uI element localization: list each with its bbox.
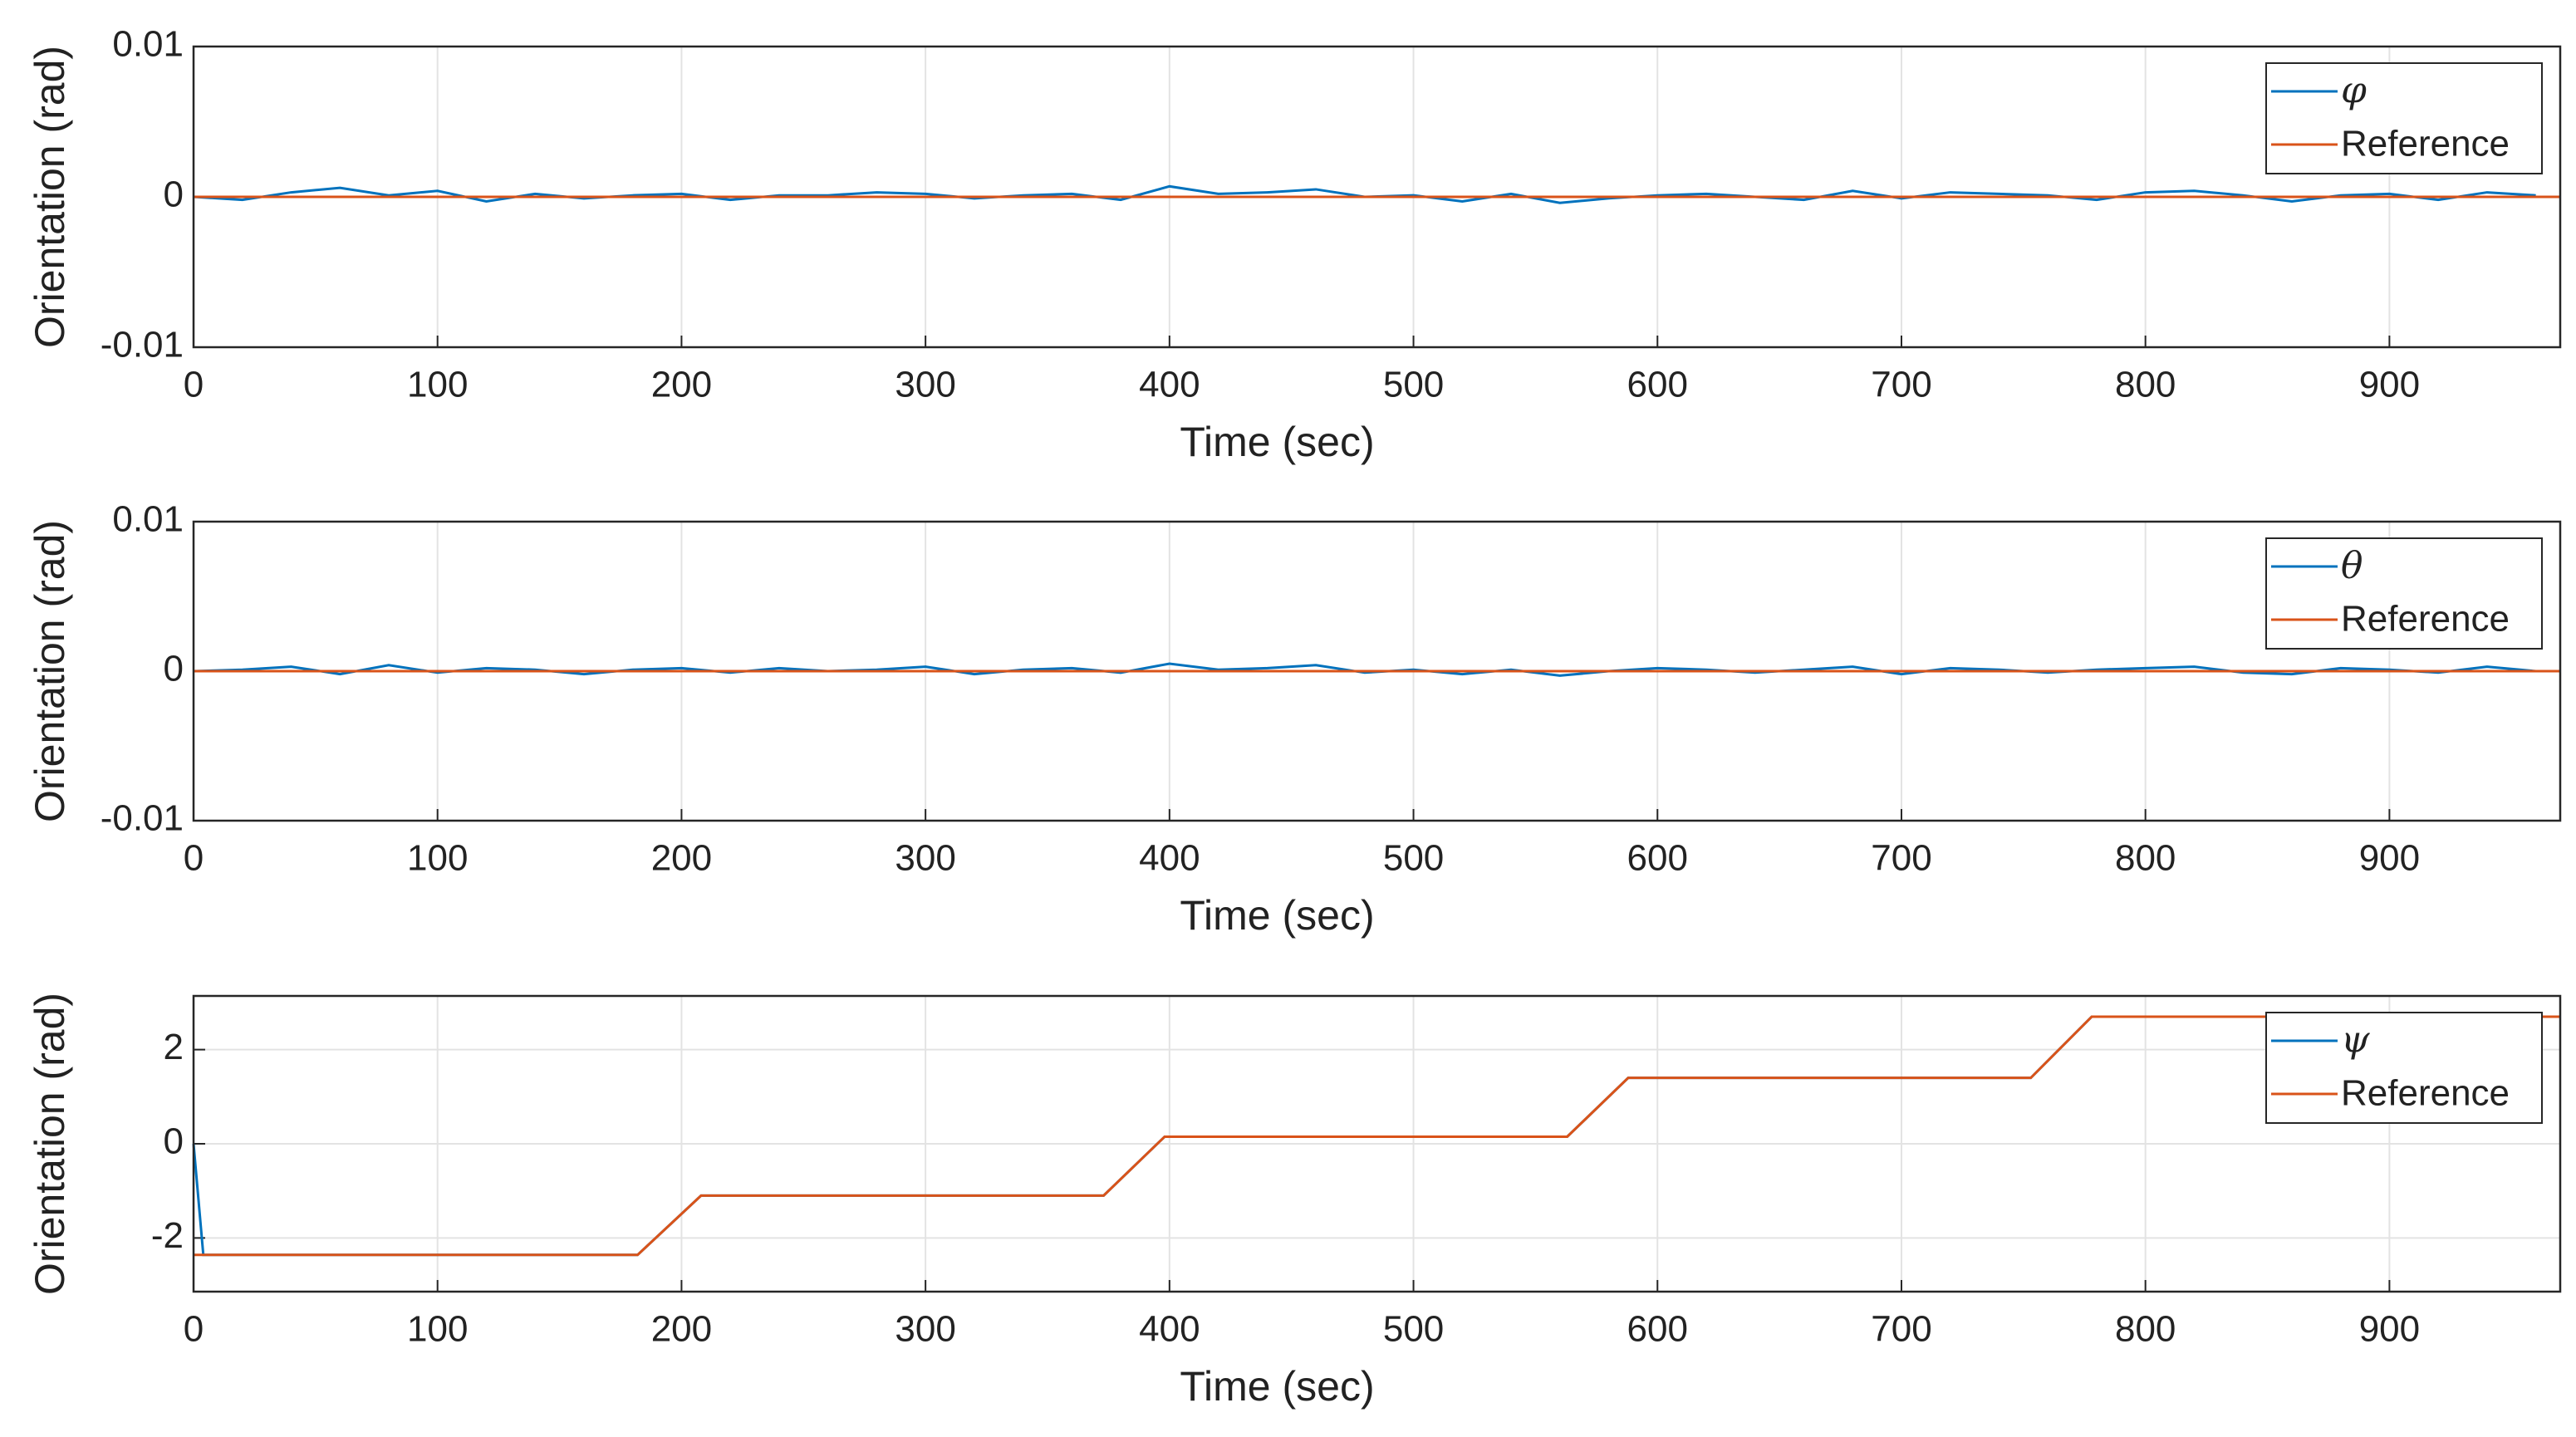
x-tick-label: 600 xyxy=(1627,838,1688,879)
axes-box xyxy=(192,994,2562,1293)
x-tick-label: 800 xyxy=(2115,838,2176,879)
x-tick-label: 400 xyxy=(1139,1309,1200,1350)
x-tick-label: 200 xyxy=(651,1309,712,1350)
y-tick-label: 0.01 xyxy=(112,499,184,540)
x-tick-label: 100 xyxy=(407,1309,468,1350)
y-tick-label: 2 xyxy=(164,1027,184,1067)
y-axis-label: Orientation (rad) xyxy=(27,520,73,822)
legend-box xyxy=(2265,62,2543,174)
x-axis-label: Time (sec) xyxy=(1180,419,1374,465)
legend-box xyxy=(2265,537,2543,650)
legend-label: φ xyxy=(2341,70,2367,112)
legend-label: Reference xyxy=(2341,124,2510,164)
y-tick-label: -0.01 xyxy=(101,325,184,365)
x-tick-label: 400 xyxy=(1139,838,1200,879)
x-tick-label: 700 xyxy=(1871,838,1931,879)
y-tick-label: 0 xyxy=(164,1121,184,1162)
y-tick-label: 0.01 xyxy=(112,24,184,65)
x-tick-label: 600 xyxy=(1627,1309,1688,1350)
x-tick-label: 400 xyxy=(1139,365,1200,405)
x-tick-label: 200 xyxy=(651,365,712,405)
legend-label: Reference xyxy=(2341,599,2510,640)
x-tick-label: 800 xyxy=(2115,1309,2176,1350)
axes-box xyxy=(192,520,2562,822)
x-tick-label: 500 xyxy=(1383,365,1444,405)
y-tick-label: -2 xyxy=(151,1215,184,1256)
x-tick-label: 500 xyxy=(1383,838,1444,879)
x-tick-label: 200 xyxy=(651,838,712,879)
x-tick-label: 300 xyxy=(895,365,955,405)
y-tick-label: 0 xyxy=(164,649,184,689)
x-tick-label: 900 xyxy=(2359,1309,2420,1350)
x-tick-label: 0 xyxy=(184,365,204,405)
x-tick-label: 900 xyxy=(2359,838,2420,879)
y-tick-label: 0 xyxy=(164,174,184,215)
x-tick-label: 0 xyxy=(184,1309,204,1350)
x-tick-label: 700 xyxy=(1871,365,1931,405)
x-axis-label: Time (sec) xyxy=(1180,1363,1374,1410)
axes-box xyxy=(192,45,2562,349)
data-line xyxy=(193,662,2536,677)
x-tick-label: 0 xyxy=(184,838,204,879)
legend-label: ψ xyxy=(2341,1019,2370,1062)
legend-label: Reference xyxy=(2341,1073,2510,1114)
subplot: 0 100 200 300 400 500 600 700 800 900-0.0100.01Ti… xyxy=(27,24,2562,465)
y-tick-label: -0.01 xyxy=(101,798,184,839)
x-tick-label: 800 xyxy=(2115,365,2176,405)
x-tick-label: 700 xyxy=(1871,1309,1931,1350)
data-line xyxy=(194,1015,2560,1257)
legend-label: θ xyxy=(2341,545,2363,587)
x-tick-label: 900 xyxy=(2359,365,2420,405)
x-tick-label: 300 xyxy=(895,838,955,879)
x-tick-label: 300 xyxy=(895,1309,955,1350)
x-tick-label: 600 xyxy=(1627,365,1688,405)
subplot: 0 100 200 300 400 500 600 700 800 900-0.0100.01Ti… xyxy=(27,499,2562,939)
y-axis-label: Orientation (rad) xyxy=(27,993,73,1295)
subplot: 0 100 200 300 400 500 600 700 800 900 -2 0 2 Time (se… xyxy=(27,993,2562,1410)
x-tick-label: 100 xyxy=(407,365,468,405)
x-tick-label: 500 xyxy=(1383,1309,1444,1350)
x-axis-label: Time (sec) xyxy=(1180,892,1374,939)
legend-box xyxy=(2265,1012,2543,1124)
y-axis-label: Orientation (rad) xyxy=(27,46,73,348)
x-tick-label: 100 xyxy=(407,838,468,879)
